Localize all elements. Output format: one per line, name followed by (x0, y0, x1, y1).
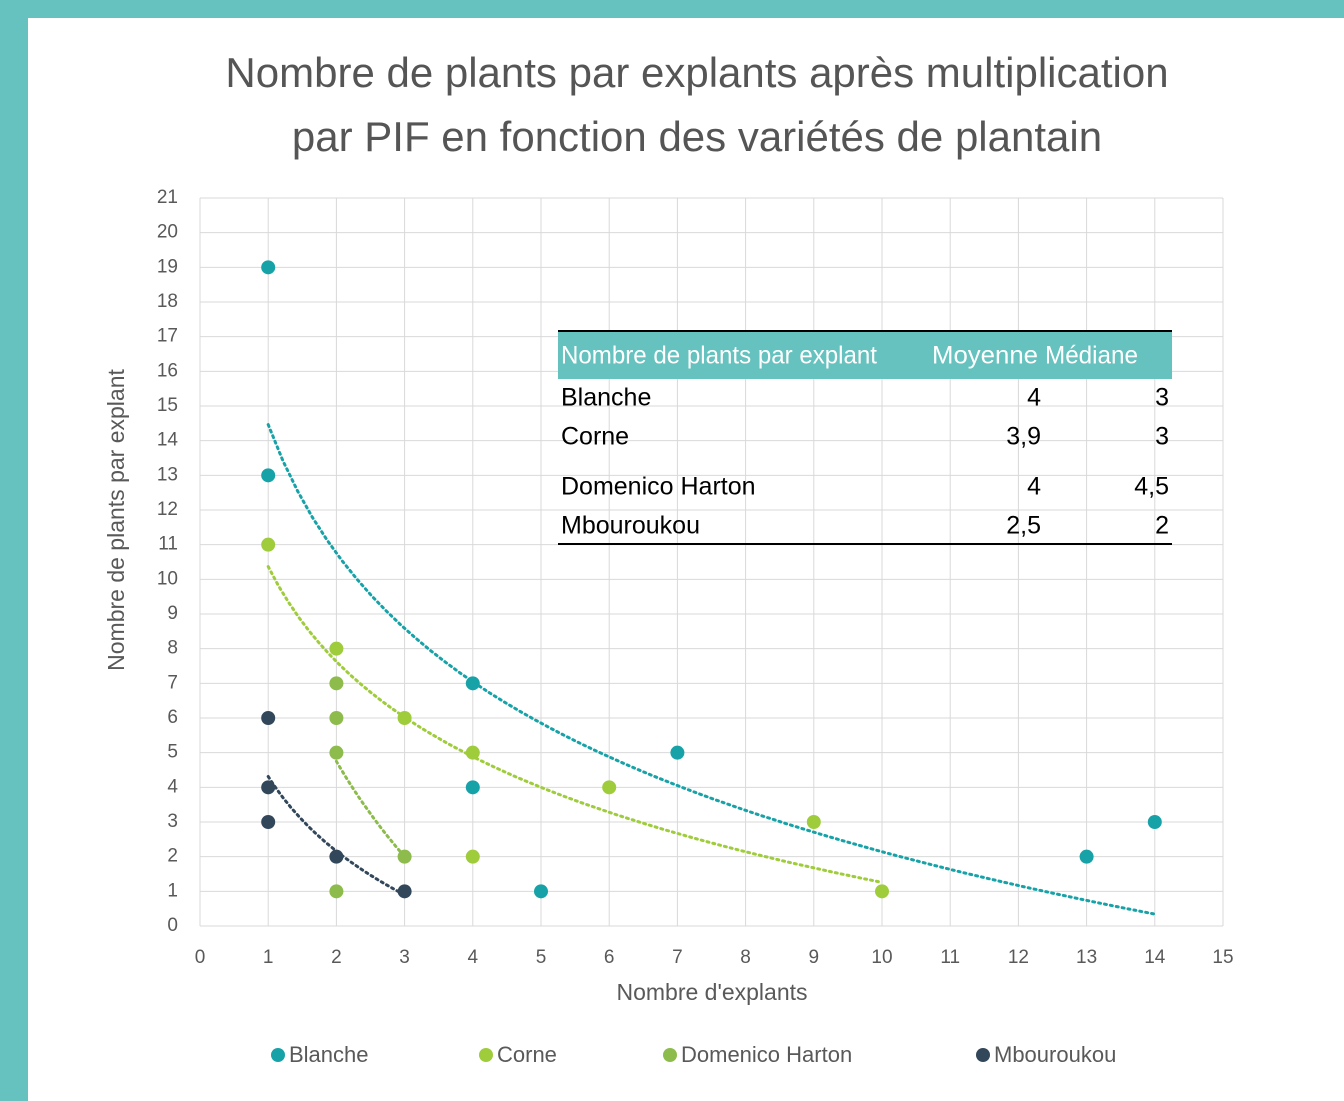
x-tick-label: 11 (940, 947, 960, 968)
y-tick-label: 12 (157, 499, 178, 520)
table-cell: 3 (1155, 384, 1169, 412)
x-tick-label: 3 (399, 947, 410, 968)
table-header-bg (558, 331, 1172, 379)
scatter-point (329, 849, 344, 864)
table-cell: Domenico Harton (561, 473, 756, 501)
y-tick-label: 11 (158, 534, 178, 555)
scatter-point (329, 711, 344, 725)
x-tick-label: 15 (1212, 947, 1233, 968)
scatter-point (875, 884, 889, 899)
table-header: Médiane (1045, 342, 1138, 370)
table-cell: 2 (1155, 512, 1169, 540)
scatter-point (329, 745, 344, 760)
scatter-point (1079, 849, 1094, 864)
scatter-point (670, 745, 685, 760)
table-cell: Blanche (561, 384, 651, 412)
y-tick-label: 16 (157, 360, 178, 381)
y-tick-label: 17 (157, 326, 178, 347)
x-tick-label: 13 (1076, 947, 1097, 968)
y-axis-label: Nombre de plants par explant (103, 369, 129, 671)
x-tick-label: 10 (871, 947, 892, 968)
y-tick-label: 10 (157, 568, 178, 589)
legend-marker (271, 1048, 285, 1062)
scatter-point (397, 849, 412, 864)
table-header: Moyenne (932, 342, 1038, 370)
y-tick-label: 3 (167, 811, 178, 832)
legend-marker (663, 1048, 677, 1062)
scatter-point (1147, 815, 1162, 829)
y-tick-label: 6 (167, 707, 178, 728)
scatter-point (261, 468, 276, 483)
scatter-point (465, 780, 480, 795)
chart-title: par PIF en fonction des variétés de plan… (292, 113, 1102, 160)
legend-label: Corne (497, 1042, 557, 1067)
scatter-point (534, 884, 548, 899)
scatter-point (261, 815, 276, 829)
scatter-point (329, 641, 344, 656)
x-tick-label: 5 (536, 947, 547, 968)
x-tick-label: 6 (604, 947, 615, 968)
y-tick-label: 19 (157, 256, 178, 277)
scatter-point (329, 884, 344, 899)
table-cell: 3 (1155, 423, 1169, 451)
x-tick-label: 0 (195, 947, 206, 968)
table-header: Nombre de plants par explant (561, 342, 877, 370)
trendline (266, 423, 1157, 916)
background (28, 18, 1344, 1101)
y-tick-label: 5 (167, 742, 178, 763)
scatter-point (465, 676, 480, 691)
scatter-point (261, 711, 276, 725)
y-tick-label: 9 (167, 603, 178, 624)
table-cell: 4,5 (1134, 473, 1169, 501)
x-tick-label: 1 (263, 947, 274, 968)
table-cell: 2,5 (1006, 512, 1041, 540)
y-tick-label: 0 (167, 915, 178, 936)
y-tick-label: 4 (167, 776, 178, 797)
y-tick-label: 7 (167, 672, 178, 693)
scatter-point (397, 711, 412, 725)
trendline (334, 759, 407, 859)
table-cell: 4 (1027, 473, 1041, 501)
legend-label: Blanche (289, 1042, 369, 1067)
x-tick-label: 2 (331, 947, 342, 968)
legend-label: Mbouroukou (994, 1042, 1116, 1067)
x-tick-label: 14 (1144, 947, 1166, 968)
table-cell: 4 (1027, 384, 1041, 412)
y-tick-label: 8 (167, 638, 178, 659)
x-tick-label: 9 (809, 947, 820, 968)
x-tick-label: 7 (672, 947, 683, 968)
scatter-point (465, 849, 480, 864)
legend-marker (976, 1048, 990, 1062)
y-tick-label: 14 (157, 430, 179, 451)
trendline (266, 565, 884, 884)
scatter-point (806, 815, 821, 829)
table-cell: Corne (561, 423, 629, 451)
scatter-point (465, 745, 480, 760)
scatter-point (261, 260, 276, 275)
table: Nombre de plants par explant Moyenne Média… (558, 330, 1172, 545)
x-axis-label: Nombre d'explants (616, 979, 807, 1005)
scatter-point (397, 884, 412, 899)
y-tick-label: 1 (167, 880, 178, 901)
x-tick-label: 8 (740, 947, 751, 968)
legend-marker (479, 1048, 493, 1062)
x-tick-label: 4 (468, 947, 479, 968)
y-tick-label: 18 (157, 291, 178, 312)
scatter-point (602, 780, 617, 795)
scatter-point (329, 676, 344, 691)
y-tick-label: 20 (157, 222, 178, 243)
scatter-point (261, 780, 276, 795)
x-tick-label: 12 (1008, 947, 1029, 968)
legend-label: Domenico Harton (681, 1042, 852, 1067)
chart-title: Nombre de plants par explants après mult… (225, 49, 1168, 96)
table-cell: Mbouroukou (561, 512, 700, 540)
y-tick-label: 2 (167, 846, 178, 867)
y-tick-label: 15 (157, 395, 178, 416)
y-tick-label: 21 (157, 187, 178, 208)
table-cell: 3,9 (1006, 423, 1041, 451)
scatter-point (261, 537, 276, 552)
y-tick-label: 13 (157, 464, 178, 485)
